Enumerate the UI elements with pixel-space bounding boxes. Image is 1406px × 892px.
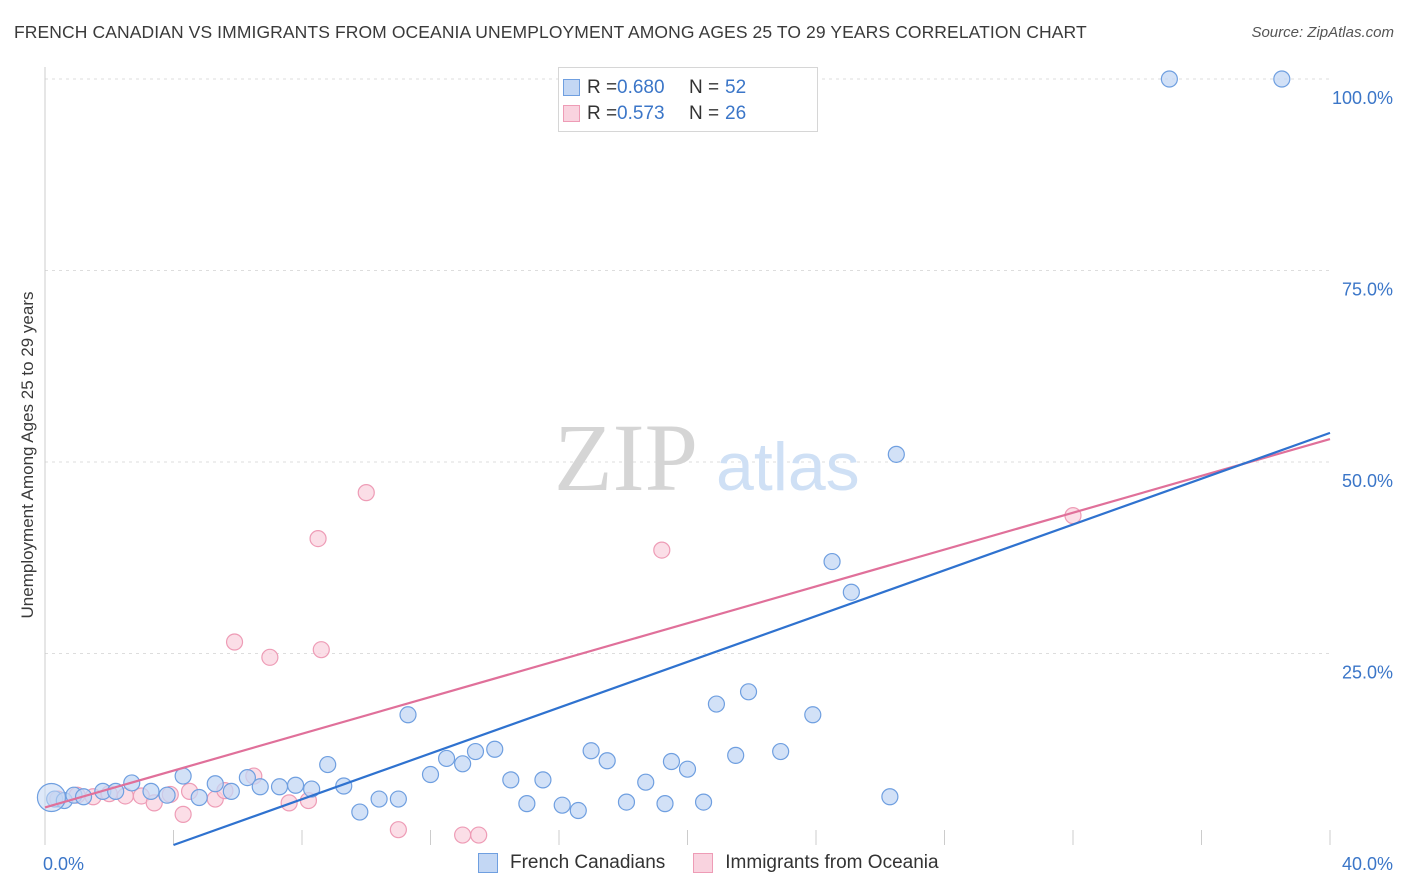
point-french-canadian bbox=[1160, 70, 1178, 88]
legend-n-value: 52 bbox=[725, 77, 747, 98]
point-french-canadian bbox=[887, 445, 905, 463]
chart-title: FRENCH CANADIAN VS IMMIGRANTS FROM OCEAN… bbox=[14, 22, 1087, 42]
point-oceania bbox=[261, 648, 279, 666]
bottom-legend-swatch-oceania bbox=[693, 853, 714, 873]
point-french-canadian bbox=[437, 749, 456, 768]
point-french-canadian bbox=[569, 801, 587, 820]
trend-line-oceania bbox=[44, 437, 1331, 809]
tick-labels: 25.0% 50.0% 75.0% 100.0% 0.0% 40.0% bbox=[43, 88, 1393, 874]
legend-row-oceania: R = 0.573 N = 26 bbox=[563, 102, 747, 126]
point-french-canadian bbox=[319, 755, 337, 774]
bottom-legend-french-canadians: French Canadians bbox=[478, 852, 665, 874]
point-french-canadian bbox=[142, 782, 160, 800]
watermark-zip: ZIP bbox=[554, 404, 698, 511]
scatter-points bbox=[36, 70, 1291, 844]
point-french-canadian bbox=[421, 765, 440, 784]
point-french-canadian bbox=[251, 778, 269, 796]
point-french-canadian bbox=[694, 793, 713, 811]
y-tick-label: 50.0% bbox=[1342, 471, 1393, 491]
legend-r-value: 0.573 bbox=[617, 103, 665, 124]
point-oceania bbox=[653, 541, 671, 559]
trend-lines bbox=[44, 431, 1331, 847]
point-french-canadian bbox=[656, 795, 674, 813]
legend-r-label: R = bbox=[587, 77, 618, 98]
point-french-canadian bbox=[518, 795, 536, 813]
legend-n-label: N = bbox=[689, 103, 720, 124]
point-french-canadian bbox=[662, 752, 681, 771]
x-tick-label: 40.0% bbox=[1342, 854, 1393, 874]
bottom-legend-swatch-french-canadians bbox=[478, 853, 498, 873]
legend-r-label: R = bbox=[587, 103, 618, 124]
point-french-canadian bbox=[881, 788, 899, 806]
axes bbox=[44, 67, 1331, 845]
point-oceania bbox=[454, 826, 472, 844]
y-tick-label: 25.0% bbox=[1342, 663, 1393, 683]
bottom-legend-label: French Canadians bbox=[510, 852, 666, 873]
watermark-atlas: atlas bbox=[716, 429, 860, 505]
y-tick-label: 100.0% bbox=[1332, 88, 1393, 108]
legend-swatch-french-canadians bbox=[563, 79, 580, 96]
point-french-canadian bbox=[486, 740, 504, 758]
point-french-canadian bbox=[303, 780, 321, 798]
legend-n-label: N = bbox=[689, 77, 720, 98]
bottom-legend: French Canadians Immigrants from Oceania bbox=[478, 852, 967, 874]
point-french-canadian bbox=[637, 773, 655, 791]
point-french-canadian bbox=[206, 775, 224, 793]
point-oceania bbox=[309, 529, 327, 548]
point-french-canadian bbox=[598, 752, 616, 770]
point-french-canadian bbox=[804, 706, 822, 724]
point-french-canadian bbox=[158, 786, 176, 804]
point-french-canadian bbox=[270, 778, 289, 796]
point-french-canadian bbox=[534, 771, 552, 789]
point-french-canadian bbox=[454, 755, 472, 773]
point-french-canadian bbox=[727, 746, 745, 764]
x-tick-label: 0.0% bbox=[43, 854, 84, 874]
point-french-canadian bbox=[553, 796, 571, 814]
point-french-canadian bbox=[502, 771, 520, 789]
point-french-canadian bbox=[466, 742, 485, 761]
bottom-legend-oceania: Immigrants from Oceania bbox=[693, 852, 939, 874]
point-french-canadian bbox=[389, 790, 407, 808]
point-french-canadian bbox=[190, 788, 208, 807]
bottom-legend-label: Immigrants from Oceania bbox=[725, 852, 939, 873]
point-french-canadian bbox=[707, 695, 726, 713]
point-french-canadian bbox=[238, 768, 256, 787]
watermark: ZIP atlas bbox=[554, 404, 860, 511]
point-oceania bbox=[357, 484, 375, 502]
point-oceania bbox=[470, 826, 488, 844]
point-cluster bbox=[36, 782, 67, 813]
point-oceania bbox=[389, 821, 407, 839]
point-french-canadian bbox=[351, 803, 369, 821]
point-french-canadian bbox=[739, 683, 758, 701]
point-french-canadian bbox=[1273, 70, 1291, 88]
point-french-canadian bbox=[823, 552, 841, 571]
legend-swatch-oceania bbox=[563, 105, 580, 122]
point-french-canadian bbox=[222, 782, 240, 800]
point-french-canadian bbox=[678, 760, 697, 778]
trend-line-french-canadians bbox=[173, 431, 1331, 847]
point-french-canadian bbox=[286, 776, 305, 794]
legend-n-value: 26 bbox=[725, 103, 747, 124]
y-tick-label: 75.0% bbox=[1342, 280, 1393, 300]
source-label: Source: ZipAtlas.com bbox=[1251, 24, 1394, 41]
legend-row-french-canadians: R = 0.680 N = 52 bbox=[563, 76, 747, 100]
legend-r-value: 0.680 bbox=[617, 77, 665, 98]
point-french-canadian bbox=[399, 706, 417, 724]
point-oceania bbox=[225, 633, 244, 651]
point-oceania bbox=[312, 641, 330, 659]
point-oceania bbox=[174, 805, 192, 823]
point-french-canadian bbox=[370, 790, 388, 808]
point-french-canadian bbox=[842, 583, 860, 601]
point-french-canadian bbox=[617, 793, 636, 811]
grid-lines bbox=[45, 78, 1330, 654]
point-french-canadian bbox=[772, 742, 790, 761]
point-french-canadian bbox=[582, 742, 600, 760]
legend: R = 0.680 N = 52 R = 0.573 N = 26 bbox=[558, 67, 818, 132]
